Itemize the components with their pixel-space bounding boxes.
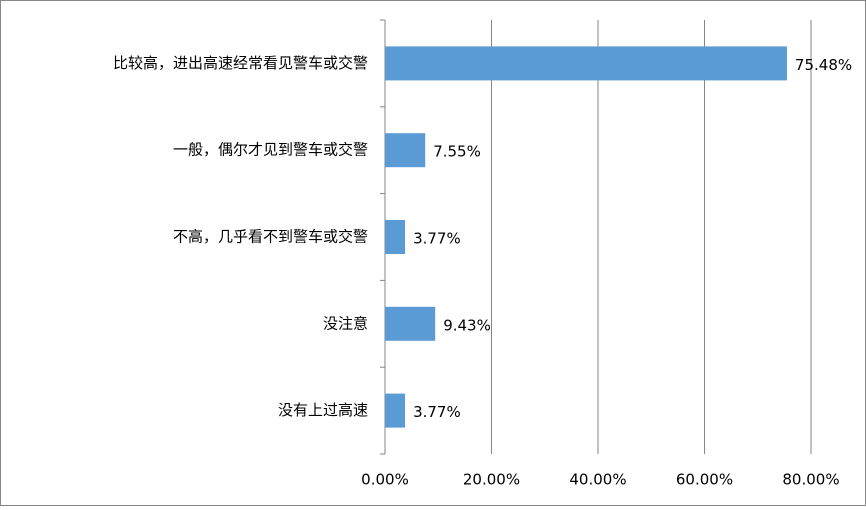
x-tick-label: 0.00% <box>361 471 409 489</box>
x-tick-label: 80.00% <box>782 471 839 489</box>
y-tick-label: 没有上过高速 <box>278 401 368 419</box>
y-tick-label: 比较高，进出高速经常看见警车或交警 <box>113 54 368 72</box>
value-label: 3.77% <box>413 230 461 248</box>
bar <box>385 306 436 341</box>
bar <box>385 133 426 168</box>
bar <box>385 393 406 428</box>
y-tick-label: 没注意 <box>323 314 368 332</box>
value-label: 7.55% <box>433 143 481 161</box>
y-tick-label: 不高，几乎看不到警车或交警 <box>173 228 368 246</box>
bar <box>385 220 406 254</box>
value-label: 9.43% <box>443 316 491 334</box>
bar <box>385 46 787 81</box>
x-tick-label: 60.00% <box>676 471 733 489</box>
value-label: 3.77% <box>413 403 461 421</box>
x-tick-label: 40.00% <box>569 471 626 489</box>
x-tick-label: 20.00% <box>463 471 520 489</box>
value-label: 75.48% <box>795 56 852 74</box>
y-tick-label: 一般，偶尔才见到警车或交警 <box>173 141 368 159</box>
